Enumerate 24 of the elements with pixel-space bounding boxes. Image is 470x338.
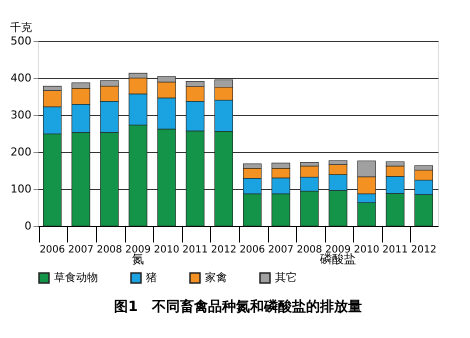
y-tick-label: 0 xyxy=(24,220,32,232)
x-tick-label: 2006 xyxy=(40,244,66,256)
x-tick-label: 2006 xyxy=(240,244,266,256)
y-tick-label: 400 xyxy=(10,72,32,84)
x-tick-label: 2007 xyxy=(268,244,294,256)
text: 图1 不同畜禽品种氮和磷酸盐的排放量 xyxy=(114,298,362,315)
x-tick-label: 2012 xyxy=(410,244,436,256)
y-tick-label: 500 xyxy=(10,34,32,48)
x-tick-label: 2010 xyxy=(354,244,380,256)
legend-label: 家禽 xyxy=(205,271,227,284)
x-tick-label: 2010 xyxy=(154,244,180,256)
legend-label: 猪 xyxy=(146,271,157,284)
legend-label: 其它 xyxy=(275,271,297,284)
text: 氮 xyxy=(132,252,144,266)
x-tick-label: 2008 xyxy=(96,244,122,256)
x-tick-label: 2012 xyxy=(210,244,236,256)
y-tick-label: 100 xyxy=(10,182,32,196)
y-tick-label: 200 xyxy=(10,146,32,158)
x-tick-label: 2007 xyxy=(68,244,94,256)
x-tick-label: 2011 xyxy=(382,244,408,256)
y-axis-title: 千克 xyxy=(10,21,32,34)
y-tick-label: 300 xyxy=(10,108,32,122)
x-tick-label: 2011 xyxy=(182,244,208,256)
legend-label: 草食动物 xyxy=(54,271,98,284)
